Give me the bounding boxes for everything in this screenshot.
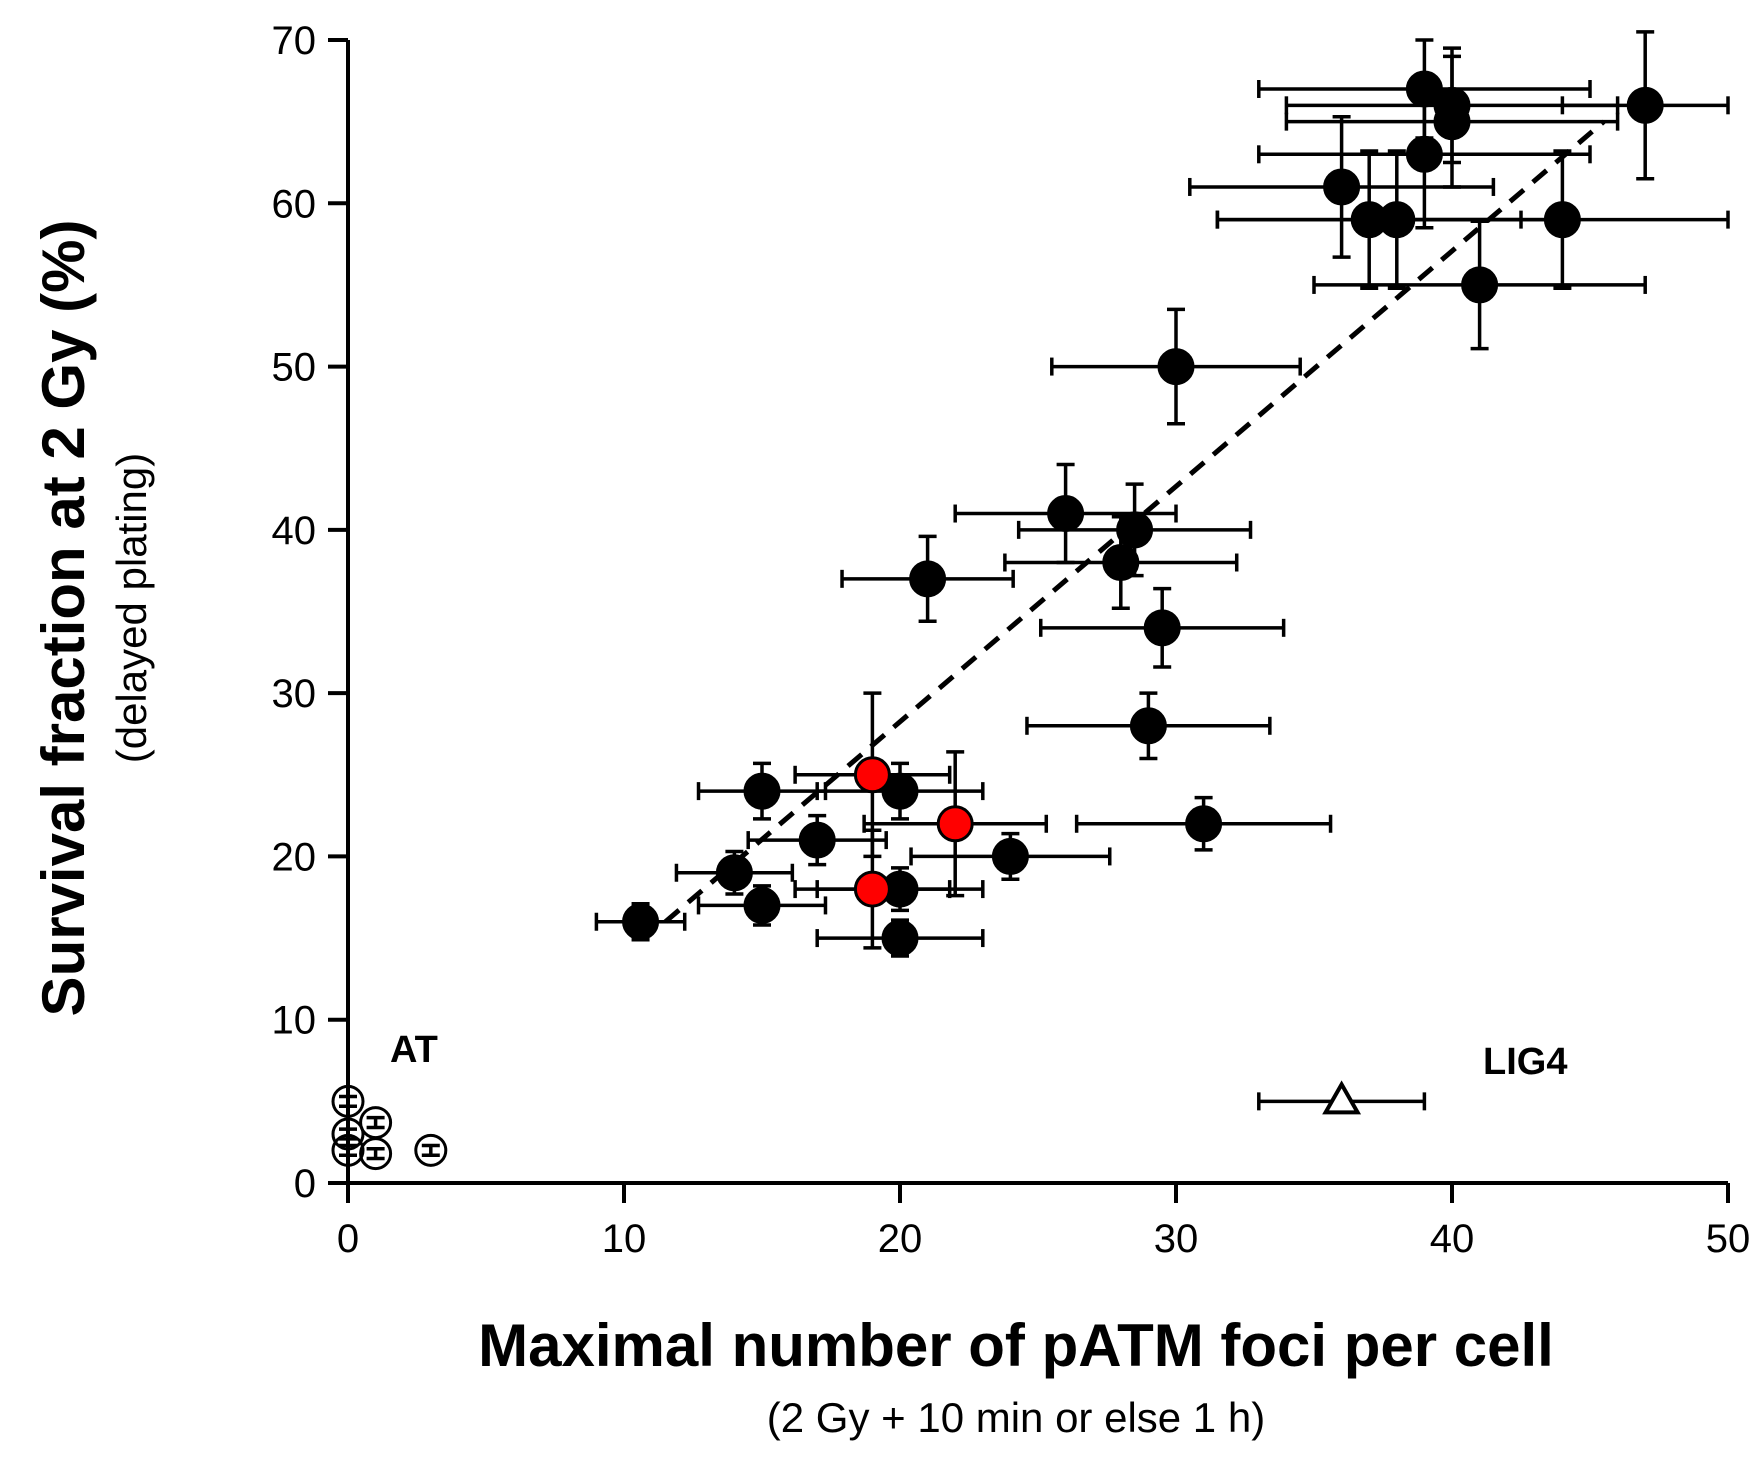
point-marker: [622, 903, 660, 941]
data-point: [1257, 79, 1592, 230]
point-marker-open: [331, 1133, 365, 1167]
x-tick-label: 30: [1154, 1217, 1199, 1261]
point-marker: [1116, 511, 1154, 549]
point-marker: [1543, 201, 1581, 239]
x-tick-label: 20: [878, 1217, 923, 1261]
data-point: [414, 1133, 448, 1167]
data-point: [1050, 307, 1302, 426]
y-axis-subtitle: (delayed plating): [108, 453, 155, 764]
point-marker: [743, 772, 781, 810]
data-point: [674, 849, 795, 896]
data-point: [1284, 54, 1620, 189]
data-point: [909, 831, 1112, 882]
point-marker: [1433, 103, 1471, 141]
x-tick-label: 10: [602, 1217, 647, 1261]
x-tick-label: 40: [1430, 1217, 1475, 1261]
point-marker: [1323, 168, 1361, 206]
y-tick-label: 20: [272, 835, 317, 879]
x-axis-title: Maximal number of pATM foci per cell: [478, 1312, 1554, 1379]
y-tick-label: 40: [272, 509, 317, 553]
data-point: [359, 1137, 393, 1171]
data-point: [1074, 795, 1333, 852]
annotation-at: AT: [390, 1029, 438, 1071]
data-point: [840, 534, 1015, 624]
annotation-lig4: LIG4: [1483, 1041, 1567, 1083]
y-axis-title: Survival fraction at 2 Gy (%): [30, 220, 97, 1017]
x-tick-label: 0: [337, 1217, 359, 1261]
data-point: [746, 813, 888, 867]
point-marker: [1185, 805, 1223, 843]
data-points: [331, 30, 1730, 1171]
data-point: [696, 884, 828, 927]
point-marker: [936, 805, 974, 843]
data-point: [359, 1106, 393, 1140]
data-point: [331, 1084, 365, 1118]
point-marker: [1129, 707, 1167, 745]
point-marker-open: [414, 1133, 448, 1167]
point-marker: [1157, 348, 1195, 386]
y-tick-label: 50: [272, 346, 317, 390]
data-point: [1257, 1080, 1427, 1115]
data-point: [1395, 149, 1730, 290]
x-tick-label: 50: [1706, 1217, 1751, 1261]
data-point: [1025, 691, 1272, 761]
point-marker-triangle: [1322, 1080, 1362, 1115]
data-point: [815, 918, 985, 958]
labels: AT LIG4 Maximal number of pATM foci per …: [30, 220, 1567, 1441]
point-marker-open: [359, 1137, 393, 1171]
data-point: [1003, 515, 1239, 610]
point-marker: [853, 870, 891, 908]
point-marker: [743, 886, 781, 924]
y-tick-label: 60: [272, 182, 317, 226]
point-marker: [1626, 86, 1664, 124]
point-marker: [798, 821, 836, 859]
y-tick-label: 30: [272, 672, 317, 716]
data-point: [331, 1133, 365, 1167]
point-marker: [881, 919, 919, 957]
data-point: [1560, 30, 1730, 181]
data-point: [1188, 114, 1496, 259]
x-axis-subtitle: (2 Gy + 10 min or else 1 h): [767, 1394, 1265, 1441]
axes: 0 10 20 30 40 50 0 10 20 30 40 50 60 70: [272, 19, 1751, 1261]
point-marker: [991, 837, 1029, 875]
data-point: [793, 828, 952, 950]
data-point: [1039, 586, 1286, 669]
point-marker: [715, 854, 753, 892]
y-tick-label: 10: [272, 999, 317, 1043]
y-tick-label: 0: [294, 1162, 316, 1206]
point-marker: [1102, 544, 1140, 582]
data-point: [331, 1117, 365, 1151]
point-marker-open: [331, 1084, 365, 1118]
y-tick-label: 70: [272, 19, 317, 63]
point-marker: [909, 560, 947, 598]
point-marker: [1047, 495, 1085, 533]
point-marker: [1405, 135, 1443, 173]
data-point: [696, 761, 828, 821]
point-marker: [853, 756, 891, 794]
data-point: [594, 902, 687, 942]
point-marker: [1461, 266, 1499, 304]
data-point: [1312, 219, 1647, 351]
point-marker: [1143, 609, 1181, 647]
